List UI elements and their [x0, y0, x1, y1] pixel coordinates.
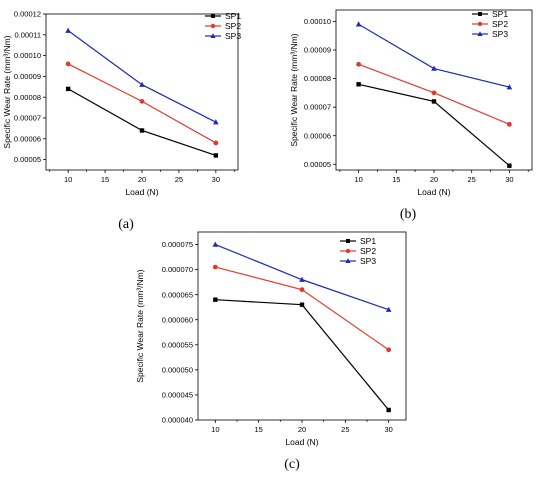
x-tick-label: 30	[505, 175, 513, 184]
series-line-sp1	[67, 88, 217, 157]
data-point-sp1	[507, 163, 512, 168]
data-point-sp3	[385, 306, 392, 312]
data-point-sp3	[139, 81, 145, 87]
y-tick-label: 0.000070	[162, 265, 193, 274]
data-point-sp2	[212, 264, 218, 270]
x-tick-label: 15	[254, 425, 262, 434]
x-tick-label: 10	[211, 425, 219, 434]
y-tick-label: 0.00009	[304, 46, 331, 55]
panel-label: (c)	[284, 457, 300, 472]
data-point-sp3	[213, 119, 219, 125]
legend-label-sp3: SP3	[360, 256, 376, 266]
x-tick-label: 15	[101, 175, 109, 184]
legend-label-sp2: SP2	[360, 246, 376, 256]
data-point-sp1	[213, 297, 218, 302]
y-tick-label: 0.000050	[162, 365, 193, 374]
data-point-sp2	[356, 61, 362, 67]
y-tick-label: 0.00007	[14, 114, 41, 123]
y-tick-label: 0.000045	[162, 391, 193, 400]
data-point-sp2	[506, 121, 512, 127]
x-axis-title: Load (N)	[125, 187, 158, 197]
y-tick-label: 0.000075	[162, 240, 193, 249]
legend-marker-sp1	[346, 239, 350, 243]
legend-marker-sp3	[210, 33, 216, 38]
data-point-sp3	[212, 241, 219, 247]
data-point-sp1	[386, 407, 391, 413]
x-tick-label: 25	[341, 425, 349, 434]
y-tick-label: 0.00006	[14, 134, 41, 143]
legend-marker-sp1	[211, 14, 215, 18]
y-tick-label: 0.00010	[304, 17, 331, 26]
data-point-sp2	[139, 98, 145, 104]
y-tick-label: 0.00006	[304, 131, 331, 140]
legend-label-sp1: SP1	[225, 11, 241, 21]
y-axis-title: Specific Wear Rate (mm³/Nm)	[2, 35, 12, 148]
data-point-sp1	[139, 128, 145, 133]
legend-label-sp3: SP3	[492, 29, 508, 39]
x-tick-label: 25	[468, 175, 476, 184]
y-tick-label: 0.00011	[14, 30, 41, 39]
data-point-sp3	[65, 27, 71, 33]
y-tick-label: 0.00009	[14, 72, 41, 81]
x-tick-label: 10	[64, 175, 72, 184]
legend-marker-sp2	[345, 248, 351, 254]
y-tick-label: 0.00012	[14, 10, 41, 19]
x-tick-label: 20	[430, 175, 438, 184]
y-tick-label: 0.000040	[162, 416, 193, 425]
series-line-sp1	[358, 83, 510, 167]
legend-label-sp1: SP1	[492, 9, 508, 19]
data-point-sp3	[506, 84, 513, 90]
chart-panel-b: 10 15 20 25 30 0.00005 0.00006 0.00007 0.00008 0.…	[289, 9, 533, 222]
y-axis-title: Specific Wear Rate (mm³/Nm)	[289, 33, 299, 146]
data-point-sp3	[431, 65, 437, 71]
y-tick-label: 0.00010	[14, 51, 41, 60]
y-tick-label: 0.00008	[304, 74, 331, 83]
data-point-sp1	[65, 86, 71, 92]
y-tick-label: 0.000060	[162, 315, 193, 324]
y-tick-label: 0.00005	[304, 160, 331, 169]
data-point-sp1	[431, 99, 437, 104]
legend-marker-sp2	[477, 21, 483, 27]
data-point-sp1	[213, 153, 219, 158]
data-point-sp2	[386, 347, 392, 353]
panel-label: (b)	[400, 207, 417, 222]
x-axis-title: Load (N)	[285, 437, 318, 447]
x-axis-title: Load (N)	[417, 187, 450, 197]
x-tick-label: 30	[212, 175, 220, 184]
x-tick-label: 25	[175, 175, 183, 184]
x-tick-label: 20	[298, 425, 306, 434]
legend-label-sp2: SP2	[225, 21, 241, 31]
y-tick-label: 0.00005	[14, 155, 41, 164]
data-point-sp1	[356, 82, 361, 87]
x-tick-label: 30	[384, 425, 392, 434]
legend-label-sp3: SP3	[225, 31, 241, 41]
y-tick-label: 0.00007	[304, 103, 331, 112]
legend-marker-sp3	[345, 258, 351, 263]
x-tick-label: 15	[392, 175, 400, 184]
legend-marker-sp1	[478, 12, 482, 16]
y-axis-title: Specific Wear Rate (mm³/Nm)	[135, 269, 145, 382]
y-tick-label: 0.000055	[162, 340, 193, 349]
chart-panel-a: 10 15 20 25 30 0.00005 0.00006 0.00007 0.00008 0.…	[2, 10, 241, 232]
data-point-sp2	[213, 140, 219, 146]
chart-panel-c: 10 15 20 25 30 0.000040 0.000045 0.000050 0.0000…	[135, 231, 407, 472]
panel-label: (a)	[118, 217, 134, 232]
y-tick-label: 0.000065	[162, 290, 193, 299]
data-point-sp2	[299, 287, 305, 293]
legend-label-sp1: SP1	[360, 236, 376, 246]
series-line-sp3	[67, 30, 217, 123]
legend-marker-sp2	[210, 23, 216, 29]
data-point-sp2	[65, 61, 71, 67]
legend-label-sp2: SP2	[492, 19, 508, 29]
data-point-sp3	[299, 276, 305, 282]
legend-marker-sp3	[477, 31, 483, 36]
y-tick-label: 0.00008	[14, 93, 41, 102]
data-point-sp2	[431, 90, 437, 96]
data-point-sp3	[355, 21, 362, 27]
x-tick-label: 20	[138, 175, 146, 184]
series-line-sp1	[215, 299, 390, 411]
data-point-sp1	[299, 302, 305, 307]
x-tick-label: 10	[354, 175, 362, 184]
